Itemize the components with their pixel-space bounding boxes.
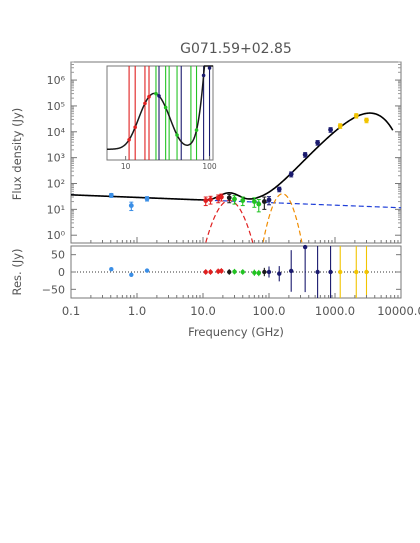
flux-point — [353, 113, 359, 119]
y-tick-label: 10² — [47, 178, 65, 191]
flux-point — [364, 117, 369, 123]
residual-point — [219, 268, 224, 274]
y-tick-label: 10⁵ — [47, 100, 65, 113]
residual-point — [364, 269, 369, 275]
flux-point — [108, 192, 114, 198]
residual-point — [262, 269, 267, 275]
main-data-points — [108, 113, 369, 213]
inset-point — [194, 128, 199, 132]
x-tick-label: 10.0 — [190, 304, 216, 318]
x-axis: 0.1 1.0 10.0 100.0 1000.0 10000.0 — [62, 237, 420, 318]
y-tick-label: 10¹ — [47, 203, 65, 216]
residual-point — [216, 269, 221, 274]
flux-point — [337, 123, 343, 129]
residual-data-points — [109, 244, 369, 298]
x-tick-label: 10000.0 — [377, 304, 420, 318]
y-axis-label: Flux density (Jy) — [10, 108, 24, 201]
residual-point — [240, 269, 245, 275]
residual-point — [227, 269, 232, 275]
flux-point — [251, 199, 257, 204]
flux-point — [276, 186, 282, 192]
inset-x-axis: 10 100 — [121, 156, 217, 171]
flux-point — [128, 203, 134, 208]
residual-point — [338, 269, 343, 275]
flux-point — [328, 127, 333, 133]
main-y-axis: 10⁰ 10¹ 10² 10³ 10⁴ 10⁵ 10⁶ — [47, 61, 401, 242]
inset-point — [147, 94, 151, 99]
inset-model-curve — [106, 65, 213, 151]
residual-point — [208, 269, 213, 275]
flux-point — [226, 195, 232, 201]
inset-point — [154, 91, 158, 96]
residual-y-tick-label: −50 — [42, 283, 65, 296]
inset-point — [157, 94, 161, 98]
residual-point — [328, 269, 333, 275]
residual-point — [109, 267, 114, 272]
x-tick-label: 0.1 — [62, 304, 80, 318]
ame-component — [205, 199, 254, 243]
inset-point — [175, 133, 179, 137]
residual-point — [277, 271, 282, 276]
inset-frequency-markers — [128, 66, 211, 160]
residual-y-axis: 50 0 −50 — [42, 249, 401, 296]
y-tick-label: 10⁶ — [47, 74, 66, 87]
flux-point — [256, 201, 262, 207]
inset-x-tick-label: 100 — [202, 162, 217, 171]
x-tick-label: 1.0 — [128, 304, 146, 318]
flux-point — [218, 194, 224, 200]
cmb-component — [262, 193, 303, 243]
inset-x-tick-label: 10 — [121, 162, 131, 171]
residual-point — [302, 244, 308, 250]
flux-point — [266, 197, 272, 203]
inset-point — [207, 66, 212, 70]
x-axis-label: Frequency (GHz) — [188, 325, 284, 339]
inset-point — [133, 125, 137, 130]
residual-point — [266, 269, 272, 275]
y-tick-label: 10⁰ — [47, 229, 66, 242]
residual-y-tick-label: 50 — [51, 249, 65, 262]
flux-point — [261, 199, 267, 204]
inset-point — [163, 105, 168, 110]
residual-point — [203, 269, 208, 275]
inset-point — [201, 73, 206, 78]
residual-point — [144, 268, 150, 273]
inset-panel: 10 100 — [106, 65, 217, 171]
flux-point — [208, 197, 213, 202]
x-tick-label: 1000.0 — [315, 304, 355, 318]
flux-point — [288, 171, 294, 177]
residual-point — [354, 269, 359, 275]
residual-point — [289, 268, 294, 274]
residual-point — [129, 272, 134, 277]
flux-point — [144, 196, 150, 202]
residual-point — [232, 269, 237, 274]
main-plot-frame — [70, 61, 402, 244]
chart-title: G071.59+02.85 — [180, 41, 292, 57]
flux-point — [232, 196, 237, 202]
inset-point — [127, 137, 131, 142]
flux-point — [302, 152, 308, 158]
residual-point — [315, 269, 320, 275]
flux-point — [203, 198, 209, 203]
flux-point — [315, 140, 321, 146]
inset-point — [143, 101, 147, 106]
residual-y-axis-label: Res. (Jy) — [10, 248, 24, 295]
residual-point — [252, 270, 257, 275]
residual-y-tick-label: 0 — [58, 266, 65, 279]
x-tick-label: 100.0 — [253, 304, 286, 318]
main-panel: 10⁰ 10¹ 10² 10³ 10⁴ 10⁵ 10⁶ Flux density (Jy) — [10, 61, 402, 244]
y-tick-label: 10⁴ — [47, 126, 66, 139]
free-free-component — [70, 194, 402, 209]
y-tick-label: 10³ — [47, 152, 65, 165]
residual-panel: 50 0 −50 Res. (Jy) — [10, 244, 402, 299]
flux-point — [240, 198, 246, 203]
residual-point — [256, 270, 261, 276]
